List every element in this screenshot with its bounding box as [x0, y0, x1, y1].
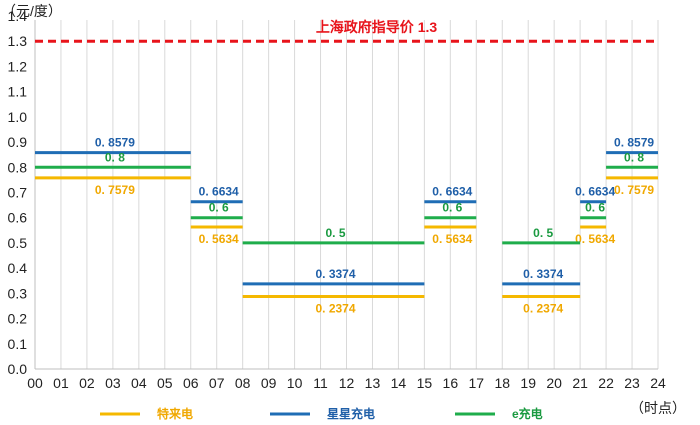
x-tick-label: 04 [131, 375, 147, 391]
x-tick-label: 11 [313, 375, 328, 391]
axes: 00 01 02 03 04 05 06 07 08 09 10 11 12 13 14 15 16 17 18 19… [8, 8, 666, 391]
x-tick-label: 02 [79, 375, 95, 391]
x-tick-label: 22 [598, 375, 614, 391]
x-tick-label: 03 [105, 375, 121, 391]
reference-line-group: 上海政府指导价 1.3 [35, 19, 658, 43]
data-label: 0. 8 [624, 150, 644, 164]
data-label: 0. 8 [105, 150, 125, 164]
data-label: 0. 6634 [575, 185, 615, 199]
data-label: 0. 3374 [315, 267, 355, 281]
series-2: 0. 8 0. 6 0. 5 0. 6 0. 5 0. 6 0. 8 [35, 150, 658, 245]
y-tick-label: 0.6 [8, 210, 28, 226]
x-tick-label: 20 [546, 375, 562, 391]
x-tick-label: 14 [391, 375, 407, 391]
data-label: 0. 5634 [432, 232, 472, 246]
legend-label: 特来电 [157, 406, 193, 421]
x-tick-label: 18 [494, 375, 510, 391]
x-tick-label: 16 [443, 375, 459, 391]
y-tick-label: 1.0 [8, 109, 28, 125]
series-1: 0. 8579 0. 6634 0. 3374 0. 6634 0. 3374 0. 66… [35, 136, 658, 286]
x-tick-label: 08 [235, 375, 251, 391]
x-tick-label: 07 [209, 375, 225, 391]
y-tick-label: 1.4 [8, 8, 28, 24]
data-label: 0. 5634 [199, 232, 239, 246]
data-label: 0. 6 [442, 201, 462, 215]
y-unit-label: （元/度） [2, 3, 62, 19]
y-tick-label: 1.3 [8, 33, 28, 49]
y-tick-label: 0.8 [8, 159, 28, 175]
y-tick-label: 1.2 [8, 58, 28, 74]
legend-label: e充电 [512, 406, 543, 421]
data-label: 0. 8579 [614, 136, 654, 150]
data-label: 0. 5 [533, 226, 553, 240]
y-tick-label: 0.7 [8, 185, 28, 201]
y-tick-label: 0.0 [8, 361, 28, 377]
y-tick-label: 0.2 [8, 311, 28, 327]
x-tick-label: 23 [624, 375, 640, 391]
x-tick-label: 01 [53, 375, 69, 391]
x-tick-label: 21 [572, 375, 588, 391]
data-label: 0. 6634 [199, 185, 239, 199]
data-label: 0. 7579 [95, 183, 135, 197]
x-unit-label: （时点） [630, 400, 686, 416]
legend-label: 星星充电 [327, 406, 375, 421]
grid [34, 20, 659, 369]
data-label: 0. 5 [326, 226, 346, 240]
legend-item: e充电 [455, 406, 543, 421]
x-tick-label: 05 [157, 375, 173, 391]
y-tick-label: 0.9 [8, 134, 28, 150]
x-tick-label: 09 [261, 375, 277, 391]
y-tick-label: 1.1 [8, 84, 28, 100]
x-tick-label: 06 [183, 375, 199, 391]
data-label: 0. 7579 [614, 183, 654, 197]
data-label: 0. 2374 [315, 302, 355, 316]
legend: 特来电 星星充电 e充电 [100, 406, 543, 421]
x-tick-label: 13 [365, 375, 381, 391]
series-group: 0. 7579 0. 5634 0. 2374 0. 5634 0. 2374 0. 56… [35, 136, 658, 316]
x-tick-label: 15 [417, 375, 433, 391]
data-label: 0. 5634 [575, 232, 615, 246]
legend-item: 特来电 [100, 406, 193, 421]
x-tick-label: 24 [650, 375, 666, 391]
y-tick-label: 0.3 [8, 285, 28, 301]
x-tick-label: 00 [27, 375, 43, 391]
reference-line-label: 上海政府指导价 1.3 [316, 19, 438, 35]
series-0: 0. 7579 0. 5634 0. 2374 0. 5634 0. 2374 0. 56… [35, 176, 658, 316]
data-label: 0. 6634 [432, 185, 472, 199]
data-label: 0. 6 [585, 201, 605, 215]
x-tick-label: 17 [469, 375, 485, 391]
x-tick-label: 19 [520, 375, 536, 391]
data-label: 0. 6 [209, 201, 229, 215]
legend-item: 星星充电 [270, 406, 375, 421]
y-tick-label: 0.1 [8, 336, 28, 352]
data-label: 0. 8579 [95, 136, 135, 150]
y-tick-label: 0.4 [8, 260, 28, 276]
data-label: 0. 2374 [523, 302, 563, 316]
x-tick-label: 10 [287, 375, 303, 391]
y-tick-label: 0.5 [8, 235, 28, 251]
x-tick-label: 12 [339, 375, 355, 391]
data-label: 0. 3374 [523, 267, 563, 281]
